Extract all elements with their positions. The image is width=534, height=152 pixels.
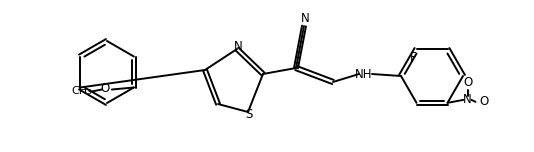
Text: N: N (463, 93, 472, 106)
Text: O: O (100, 82, 109, 95)
Text: N: N (301, 12, 309, 26)
Text: O: O (479, 95, 488, 108)
Text: O: O (463, 76, 472, 89)
Text: S: S (245, 107, 253, 121)
Text: CH₃: CH₃ (72, 86, 92, 95)
Text: F: F (410, 51, 417, 64)
Text: N: N (234, 40, 242, 54)
Text: NH: NH (355, 67, 373, 81)
